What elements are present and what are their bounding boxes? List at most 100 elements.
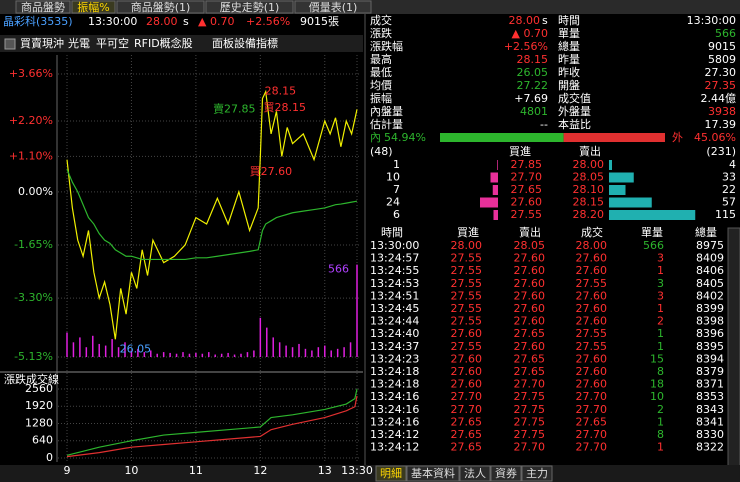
- quote-value: 13:30:00: [687, 14, 736, 27]
- trade-cell: 13:30:00: [370, 239, 419, 252]
- ask-qty: 22: [722, 183, 736, 196]
- y-tick-label: +1.10%: [9, 149, 53, 162]
- column-header: 買進: [457, 226, 479, 239]
- bid-price: 27.55: [511, 208, 543, 221]
- y-tick-label: 1920: [25, 399, 53, 412]
- trade-cell: 27.65: [451, 428, 483, 441]
- trade-cell: 3: [657, 277, 664, 290]
- column-header: 時間: [381, 226, 403, 239]
- trade-cell: 27.60: [451, 378, 483, 391]
- trade-cell: 8402: [696, 289, 724, 302]
- x-tick-label: 11: [189, 464, 203, 477]
- outer-pct: 45.06%: [694, 131, 736, 144]
- bid-price: 27.65: [511, 183, 543, 196]
- bottom-tab-label[interactable]: 法人: [464, 466, 486, 480]
- ask-count: (231): [706, 145, 736, 158]
- quote-label: 總量: [558, 39, 580, 53]
- bottom-tab[interactable]: [490, 465, 522, 482]
- trade-cell: 27.60: [576, 264, 608, 277]
- x-tick-label: 10: [124, 464, 138, 477]
- tab[interactable]: [15, 0, 71, 14]
- quote-value: 17.39: [705, 118, 737, 131]
- quote-value: 27.22: [517, 79, 549, 92]
- tab-label[interactable]: 商品盤勢: [21, 0, 65, 14]
- flag: s: [183, 15, 189, 28]
- bottom-tab[interactable]: [375, 465, 407, 482]
- tag[interactable]: 光電: [68, 36, 90, 50]
- trade-cell: 8409: [696, 252, 724, 265]
- trade-cell: 8322: [696, 441, 724, 454]
- trade-cell: 13:24:18: [370, 378, 419, 391]
- tag-menu-icon[interactable]: [4, 38, 16, 50]
- column-header: 賣出: [519, 225, 541, 239]
- trade-cell: 27.55: [451, 264, 483, 277]
- trade-cell: 27.70: [451, 403, 483, 416]
- bid-bar: [492, 185, 498, 195]
- bid-bar: [490, 172, 498, 183]
- trade-cell: 27.55: [451, 302, 483, 315]
- bid-header: 買進: [509, 145, 531, 158]
- trade-cell: 2: [657, 403, 664, 416]
- tab[interactable]: [294, 0, 372, 14]
- quote-value: ▲ 0.70: [512, 27, 548, 40]
- trade-cell: 27.55: [451, 289, 483, 302]
- y-tick-label: +2.20%: [9, 114, 53, 127]
- bottom-tab[interactable]: [459, 465, 491, 482]
- trade-cell: 27.65: [514, 365, 546, 378]
- quote-value: 2.44億: [701, 92, 737, 105]
- trade-cell: 27.60: [514, 315, 546, 328]
- trade-cell: 10: [650, 390, 664, 403]
- bottom-tab-label[interactable]: 主力: [526, 467, 548, 480]
- trade-cell: 27.65: [514, 352, 546, 365]
- trade-cell: 15: [650, 352, 664, 365]
- change-pct: +2.56%: [246, 15, 290, 28]
- trade-cell: 27.75: [514, 415, 546, 428]
- tab-label[interactable]: 商品盤勢(1): [131, 0, 191, 14]
- trade-cell: 8341: [696, 415, 724, 428]
- bottom-tab-label[interactable]: 明細: [380, 467, 402, 480]
- tab-label[interactable]: 歷史走勢(1): [220, 0, 280, 14]
- bottom-tab-label[interactable]: 基本資料: [411, 466, 455, 480]
- bid-qty: 7: [393, 183, 400, 196]
- quote-label: 時間: [558, 14, 580, 27]
- y-tick-label: -3.30%: [14, 291, 53, 304]
- price: 28.00: [146, 15, 178, 28]
- trade-cell: 13:24:37: [370, 340, 419, 353]
- trade-cell: 27.70: [514, 378, 546, 391]
- tab[interactable]: [205, 0, 294, 14]
- tab[interactable]: [71, 0, 116, 14]
- trade-cell: 1: [657, 441, 664, 454]
- trade-cell: 13:24:16: [370, 415, 419, 428]
- quote-value: 28.00: [509, 14, 541, 27]
- inner-pct: 54.94%: [384, 131, 426, 144]
- x-tick-label: 9: [64, 464, 71, 477]
- tag[interactable]: 平可空: [96, 36, 129, 50]
- tag[interactable]: 面板設備指標: [212, 36, 278, 50]
- quote-value: 9015: [708, 40, 736, 53]
- bottom-tab[interactable]: [521, 465, 553, 482]
- y-tick-label: +3.66%: [9, 67, 53, 80]
- trade-cell: 27.60: [514, 302, 546, 315]
- tab-label[interactable]: 振幅%: [77, 0, 109, 14]
- column-header: 單量: [641, 226, 663, 239]
- x-tick-label: 13:30: [341, 464, 373, 477]
- tab[interactable]: [116, 0, 205, 14]
- ask-price: 28.15: [573, 196, 605, 209]
- tag[interactable]: RFID概念股: [134, 36, 193, 50]
- trade-cell: 27.60: [576, 289, 608, 302]
- scrollbar[interactable]: [727, 227, 740, 467]
- quote-label: 最低: [370, 66, 392, 79]
- bid-qty: 10: [386, 171, 400, 184]
- bottom-tab[interactable]: [406, 465, 460, 482]
- trade-cell: 13:24:16: [370, 403, 419, 416]
- tab-label[interactable]: 價量表(1): [309, 0, 358, 14]
- trade-cell: 8343: [696, 403, 724, 416]
- trade-cell: 8371: [696, 378, 724, 391]
- bottom-tab-label[interactable]: 資券: [495, 466, 517, 480]
- trade-cell: 1: [657, 327, 664, 340]
- bid-price: 27.85: [511, 158, 543, 171]
- ask-qty: 4: [729, 158, 736, 171]
- trade-cell: 27.60: [576, 252, 608, 265]
- tag[interactable]: 買賣現沖: [20, 36, 64, 50]
